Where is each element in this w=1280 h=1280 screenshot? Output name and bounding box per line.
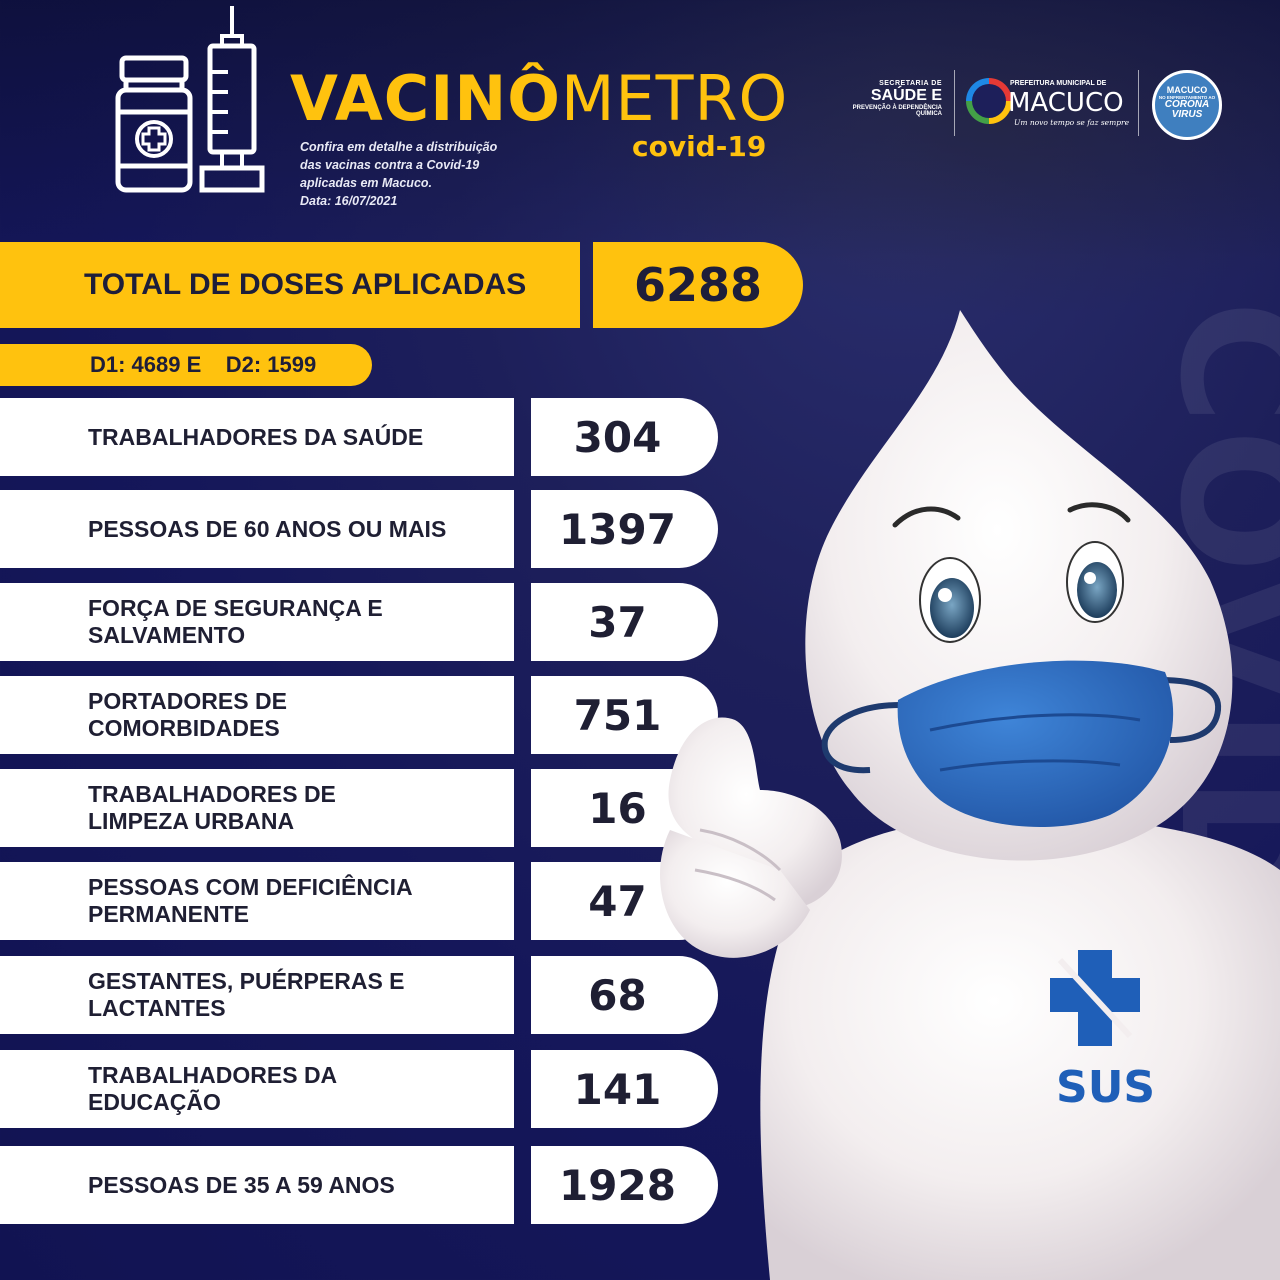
category-label-line: GESTANTES, PUÉRPERAS E	[88, 968, 405, 994]
category-value: 304	[531, 398, 718, 476]
category-label: TRABALHADORES DA EDUCAÇÃO	[0, 1050, 514, 1128]
description-line: aplicadas em Macuco.	[300, 176, 433, 190]
category-value: 141	[531, 1050, 718, 1128]
category-label-line: TRABALHADORES DA SAÚDE	[88, 423, 424, 450]
category-value: 1397	[531, 490, 718, 568]
category-label-line: PORTADORES DE	[88, 688, 287, 714]
page-subtitle: covid-19	[632, 130, 767, 163]
page-title: VACINÔMETRO	[290, 62, 788, 135]
category-row-comorbidades: PORTADORES DE COMORBIDADES 751	[0, 676, 720, 754]
saude-logo-line2: SAÚDE E	[870, 87, 942, 104]
macuco-logo-top: PREFEITURA MUNICIPAL DE	[1010, 80, 1107, 87]
category-row-60-anos: PESSOAS DE 60 ANOS OU MAIS 1397	[0, 490, 720, 568]
category-label-line: TRABALHADORES DE	[88, 781, 336, 807]
ze-gotinha-mascot	[660, 310, 1280, 1280]
category-label: PESSOAS COM DEFICIÊNCIA PERMANENTE	[0, 862, 514, 940]
title-bold: VACINÔ	[290, 62, 561, 135]
description-date: Data: 16/07/2021	[300, 194, 398, 208]
category-label-line: PESSOAS COM DEFICIÊNCIA	[88, 874, 413, 900]
category-row-deficiencia: PESSOAS COM DEFICIÊNCIA PERMANENTE 47	[0, 862, 720, 940]
header-description: Confira em detalhe a distribuição das va…	[300, 138, 560, 210]
category-row-educacao: TRABALHADORES DA EDUCAÇÃO 141	[0, 1050, 720, 1128]
category-label-line: PESSOAS DE 60 ANOS OU MAIS	[88, 515, 447, 542]
vaccine-vial-icon	[115, 55, 193, 193]
category-label-line: LIMPEZA URBANA	[88, 808, 295, 834]
category-row-trabalhadores-saude: TRABALHADORES DA SAÚDE 304	[0, 398, 720, 476]
category-label: PORTADORES DE COMORBIDADES	[0, 676, 514, 754]
category-value: 1928	[531, 1146, 718, 1224]
category-value: 37	[531, 583, 718, 661]
macuco-corona-logo: MACUCO NO ENFRENTAMENTO AO CORONA VIRUS	[1152, 70, 1222, 140]
category-label: GESTANTES, PUÉRPERAS E LACTANTES	[0, 956, 514, 1034]
macuco-logo-name: MACUCO	[1008, 88, 1124, 118]
corona-logo-line2: NO ENFRENTAMENTO AO	[1158, 95, 1216, 100]
category-label-line: FORÇA DE SEGURANÇA E	[88, 595, 383, 621]
category-row-seguranca: FORÇA DE SEGURANÇA E SALVAMENTO 37	[0, 583, 720, 661]
syringe-icon	[199, 6, 265, 193]
saude-logo-line3: PREVENÇÃO À DEPENDÊNCIA QUÍMICA	[852, 105, 942, 117]
category-label-line: TRABALHADORES DA	[88, 1062, 338, 1088]
category-label: PESSOAS DE 60 ANOS OU MAIS	[0, 490, 514, 568]
category-row-35-59-anos: PESSOAS DE 35 A 59 ANOS 1928	[0, 1146, 720, 1224]
category-value: 68	[531, 956, 718, 1034]
category-row-limpeza-urbana: TRABALHADORES DE LIMPEZA URBANA 16	[0, 769, 720, 847]
total-doses-value: 6288	[593, 242, 803, 328]
category-label: PESSOAS DE 35 A 59 ANOS	[0, 1146, 514, 1224]
macuco-logo-slogan: Um novo tempo se faz sempre	[1014, 118, 1130, 127]
category-label: TRABALHADORES DA SAÚDE	[0, 398, 514, 476]
category-label-line: PERMANENTE	[88, 901, 250, 927]
category-label-line: COMORBIDADES	[88, 715, 280, 741]
logo-divider	[1138, 70, 1139, 136]
sus-chest-text: SUS	[1056, 1062, 1156, 1113]
corona-logo-line3: CORONA	[1164, 99, 1210, 110]
category-row-gestantes: GESTANTES, PUÉRPERAS E LACTANTES 68	[0, 956, 720, 1034]
dose-breakdown: D1: 4689 E D2: 1599	[0, 344, 372, 386]
title-thin: METRO	[560, 62, 789, 135]
category-label: FORÇA DE SEGURANÇA E SALVAMENTO	[0, 583, 514, 661]
description-line: Confira em detalhe a distribuição	[300, 140, 498, 154]
corona-logo-line1: MACUCO	[1166, 85, 1208, 95]
category-label: TRABALHADORES DE LIMPEZA URBANA	[0, 769, 514, 847]
secretaria-saude-logo: SECRETARIA DE SAÚDE E PREVENÇÃO À DEPEND…	[836, 80, 942, 117]
logo-divider	[954, 70, 955, 136]
description-line: das vacinas contra a Covid-19	[300, 158, 480, 172]
total-doses-label: TOTAL DE DOSES APLICADAS	[0, 242, 580, 328]
category-label-line: LACTANTES	[88, 995, 226, 1021]
prefeitura-macuco-logo: PREFEITURA MUNICIPAL DE MACUCO Um novo t…	[966, 74, 1130, 134]
saude-logo-line1: SECRETARIA DE	[879, 80, 942, 87]
category-label-line: PESSOAS DE 35 A 59 ANOS	[88, 1171, 395, 1198]
corona-logo-line4: VIRUS	[1171, 109, 1203, 120]
category-label-line: SALVAMENTO	[88, 622, 246, 648]
category-label-line: EDUCAÇÃO	[88, 1089, 221, 1115]
macuco-logo-ring-inner	[972, 84, 1006, 118]
